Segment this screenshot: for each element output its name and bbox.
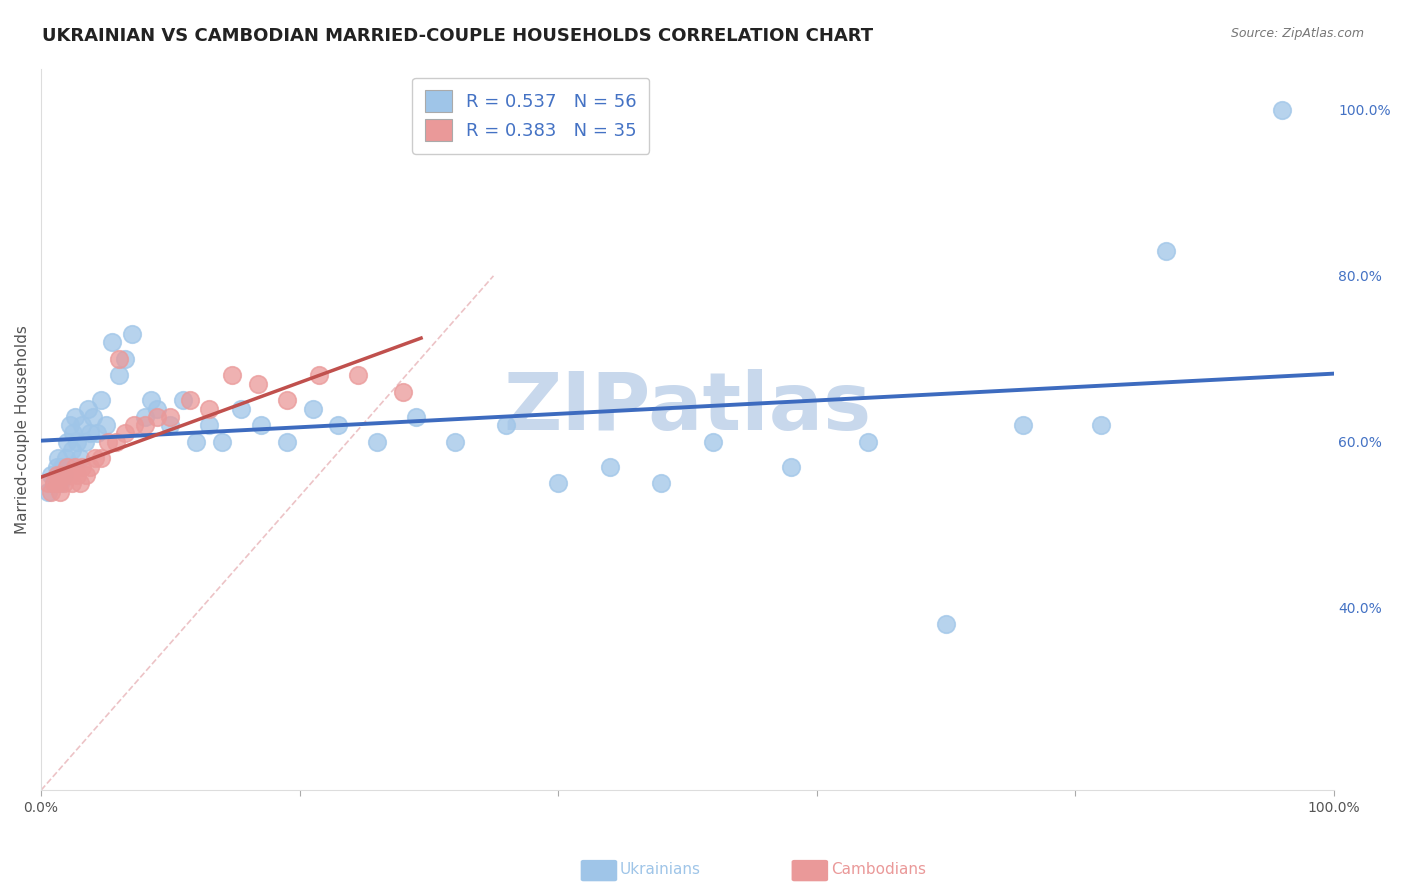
Point — [90, 451, 112, 466]
Point — [62, 426, 84, 441]
Point — [73, 434, 96, 449]
Point — [159, 418, 181, 433]
Point — [146, 409, 169, 424]
Point — [49, 476, 72, 491]
Point — [198, 418, 221, 433]
Text: Source: ZipAtlas.com: Source: ZipAtlas.com — [1230, 27, 1364, 40]
Point — [105, 434, 128, 449]
Point — [53, 476, 76, 491]
Point — [46, 476, 69, 491]
Point — [56, 434, 79, 449]
Point — [366, 434, 388, 449]
Point — [72, 418, 94, 433]
Point — [86, 426, 108, 441]
Point — [101, 335, 124, 350]
Text: Cambodians: Cambodians — [831, 863, 927, 877]
Point — [41, 484, 63, 499]
Point — [84, 451, 107, 466]
Point — [650, 476, 672, 491]
Point — [134, 409, 156, 424]
Point — [328, 418, 350, 433]
Point — [66, 434, 89, 449]
Point — [179, 393, 201, 408]
Point — [858, 434, 880, 449]
Point — [45, 459, 67, 474]
Point — [72, 459, 94, 474]
Point — [79, 426, 101, 441]
Point — [276, 393, 298, 408]
Point — [779, 459, 801, 474]
Point — [392, 384, 415, 399]
Point — [97, 434, 120, 449]
Point — [107, 351, 129, 366]
Point — [1012, 418, 1035, 433]
Legend: R = 0.537   N = 56, R = 0.383   N = 35: R = 0.537 N = 56, R = 0.383 N = 35 — [412, 78, 650, 154]
Point — [63, 409, 86, 424]
Point — [301, 401, 323, 416]
Text: Ukrainians: Ukrainians — [620, 863, 702, 877]
Point — [46, 451, 69, 466]
Point — [247, 376, 270, 391]
Point — [159, 409, 181, 424]
Point — [211, 434, 233, 449]
Point — [37, 484, 59, 499]
Point — [221, 368, 243, 383]
Point — [443, 434, 465, 449]
Point — [56, 459, 79, 474]
Point — [63, 459, 86, 474]
Point — [60, 476, 83, 491]
Point — [107, 368, 129, 383]
Point — [58, 467, 80, 482]
Point — [547, 476, 569, 491]
Point — [82, 409, 104, 424]
Point — [51, 459, 73, 474]
Point — [1154, 244, 1177, 258]
Point — [122, 418, 145, 433]
Point — [45, 467, 67, 482]
Point — [42, 476, 65, 491]
Point — [935, 617, 957, 632]
Point — [69, 476, 91, 491]
Point — [139, 393, 162, 408]
Point — [51, 467, 73, 482]
Point — [69, 451, 91, 466]
Point — [49, 484, 72, 499]
Point — [186, 434, 208, 449]
Point — [121, 326, 143, 341]
Point — [495, 418, 517, 433]
Point — [60, 443, 83, 458]
Point — [114, 351, 136, 366]
Point — [90, 393, 112, 408]
Point — [75, 467, 97, 482]
Point — [41, 467, 63, 482]
Point — [1090, 418, 1112, 433]
Text: ZIPatlas: ZIPatlas — [503, 368, 872, 447]
Point — [231, 401, 253, 416]
Point — [599, 459, 621, 474]
Point — [42, 476, 65, 491]
Y-axis label: Married-couple Households: Married-couple Households — [15, 325, 30, 533]
Point — [405, 409, 427, 424]
Point — [58, 418, 80, 433]
Point — [94, 418, 117, 433]
Point — [76, 401, 98, 416]
Point — [702, 434, 724, 449]
Point — [198, 401, 221, 416]
Point — [79, 459, 101, 474]
Text: UKRAINIAN VS CAMBODIAN MARRIED-COUPLE HOUSEHOLDS CORRELATION CHART: UKRAINIAN VS CAMBODIAN MARRIED-COUPLE HO… — [42, 27, 873, 45]
Point — [250, 418, 273, 433]
Point — [308, 368, 330, 383]
Point — [55, 451, 77, 466]
Point — [1271, 103, 1294, 117]
Point — [114, 426, 136, 441]
Point — [66, 467, 89, 482]
Point — [37, 476, 59, 491]
Point — [134, 418, 156, 433]
Point — [53, 467, 76, 482]
Point — [146, 401, 169, 416]
Point — [346, 368, 368, 383]
Point — [172, 393, 194, 408]
Point — [276, 434, 298, 449]
